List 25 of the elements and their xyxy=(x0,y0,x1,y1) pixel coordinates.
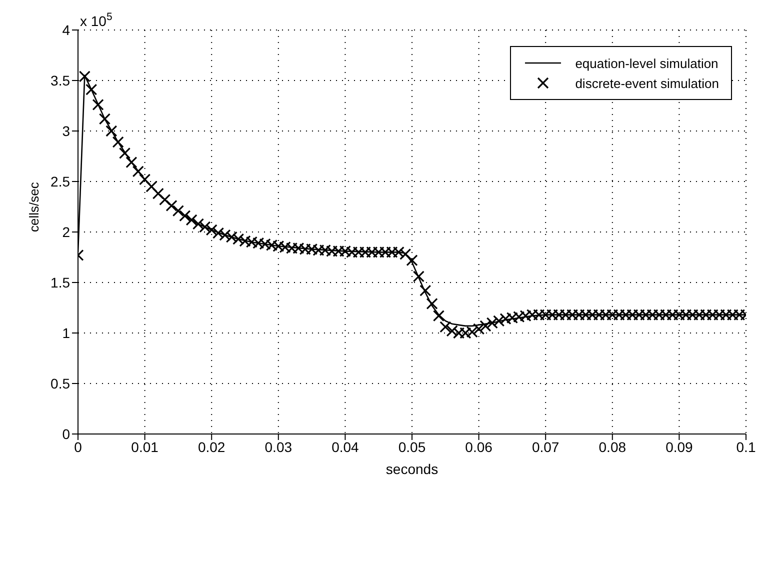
y-tick-label: 2 xyxy=(62,224,70,240)
y-tick-label: 3 xyxy=(62,122,70,139)
y-tick-label: 4 xyxy=(62,22,70,38)
x-tick-label: 0.05 xyxy=(398,438,426,455)
x-tick-label: 0.04 xyxy=(332,438,360,455)
y-tick-label: 0 xyxy=(62,426,70,442)
x-tick-label: 0.07 xyxy=(532,438,560,455)
y-tick-label: 2.5 xyxy=(50,173,70,190)
x-tick-label: 0.06 xyxy=(465,438,493,455)
y-axis-title: cells/sec xyxy=(26,182,42,232)
legend-label: equation-level simulation xyxy=(575,56,718,70)
x-axis-title: seconds xyxy=(386,461,438,477)
y-tick-label: 0.5 xyxy=(50,375,70,392)
y-tick-label: 1 xyxy=(62,324,70,341)
x-tick-label: 0.08 xyxy=(598,438,626,455)
x-tick-label: 0 xyxy=(74,438,82,455)
x-tick-label: 0.1 xyxy=(736,438,756,455)
text: x 10$^{5}$ xyxy=(80,11,112,29)
x-tick-label: 0.03 xyxy=(264,438,292,455)
y-tick-label: 1.5 xyxy=(50,274,70,290)
x-tick-label: 0.01 xyxy=(131,438,159,455)
y-tick-label: 3.5 xyxy=(50,72,70,88)
x-tick-label: 0.02 xyxy=(198,438,226,455)
legend-label: discrete-event simulation xyxy=(575,76,719,90)
x-tick-label: 0.09 xyxy=(666,438,694,455)
